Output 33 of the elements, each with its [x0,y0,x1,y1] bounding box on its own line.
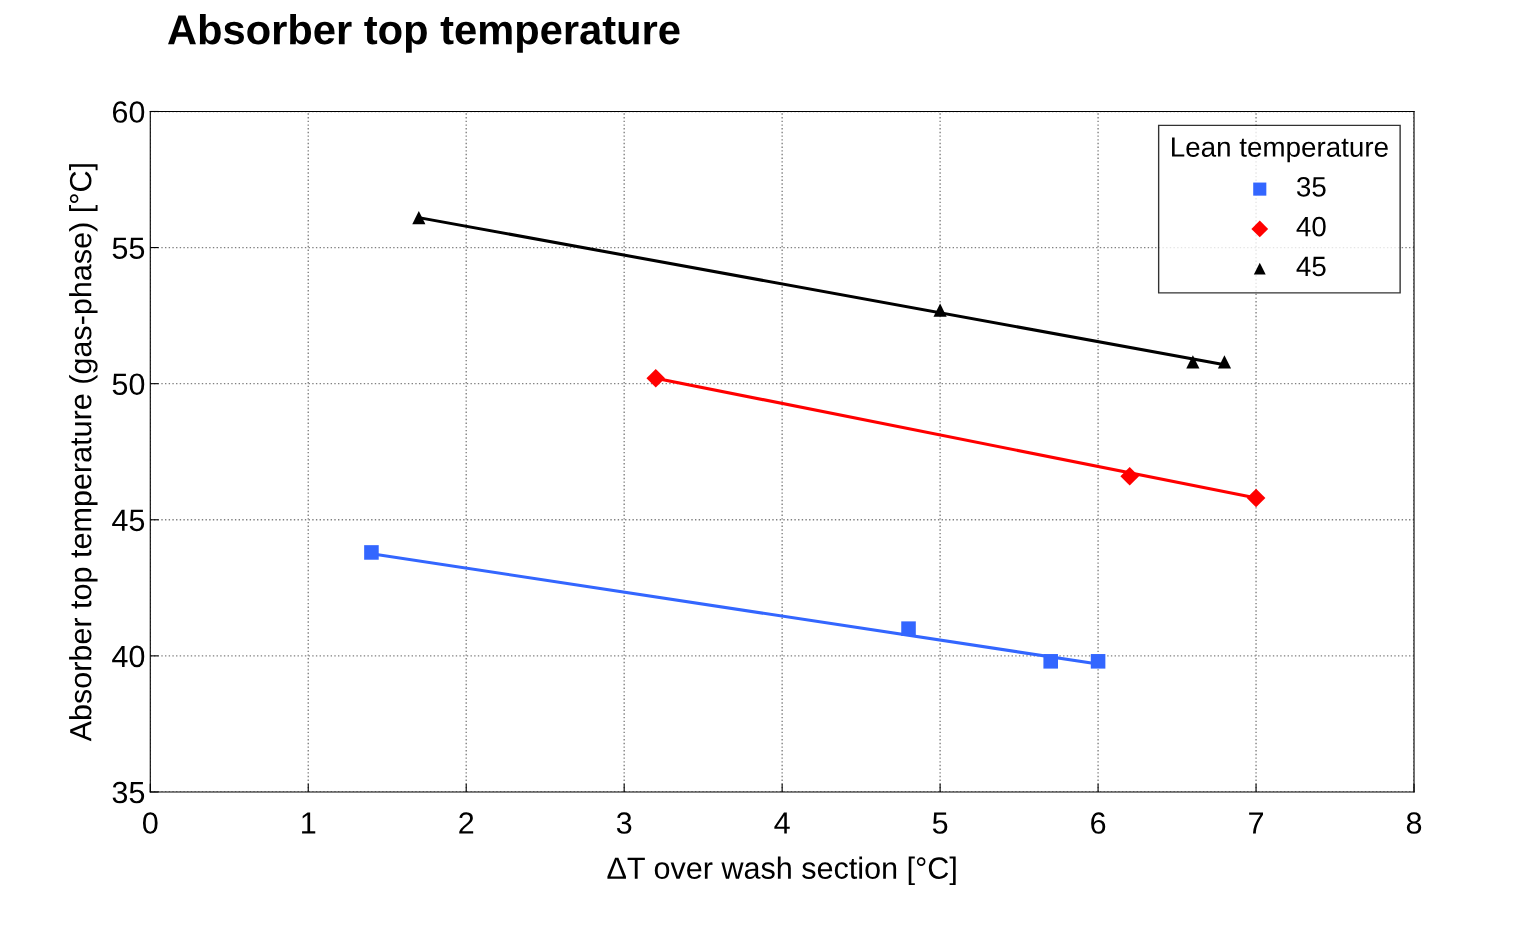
point [1043,654,1058,669]
y-tick-label: 55 [112,237,145,259]
point [412,211,426,225]
chart-title: Absorber top temperature [168,13,680,53]
x-tick-label: 3 [616,812,632,834]
point [933,303,947,317]
legend-title: Lean temperature [1172,137,1388,163]
x-tick-label: 2 [459,812,474,834]
y-tick-label: 35 [112,781,145,804]
x-tick-label: 1 [302,812,316,834]
x-tick-label: 8 [1406,812,1422,834]
x-tick-label: 6 [1091,812,1106,834]
legend-label: 40 [1296,216,1326,237]
x-tick-label: 5 [932,812,948,834]
point [646,368,666,388]
y-tick-label: 50 [112,373,145,396]
x-tick-label: 0 [142,812,158,834]
legend-label: 45 [1296,256,1326,277]
point [1217,355,1232,369]
y-axis-title: Absorber top temperature (gas-phase) [°C] [69,164,98,742]
legend-label: 35 [1296,177,1326,197]
y-tick-label: 45 [112,509,145,532]
point [1120,466,1139,486]
point [1246,488,1266,508]
x-tick-label: 4 [774,812,790,834]
point [1090,654,1106,669]
x-axis-title: ΔT over wash section [°C] [607,856,956,886]
point [901,621,916,636]
y-tick-label: 40 [112,645,145,668]
point [1186,355,1200,369]
point [364,545,379,560]
y-tick-label: 60 [112,101,145,123]
x-tick-label: 7 [1249,812,1264,834]
